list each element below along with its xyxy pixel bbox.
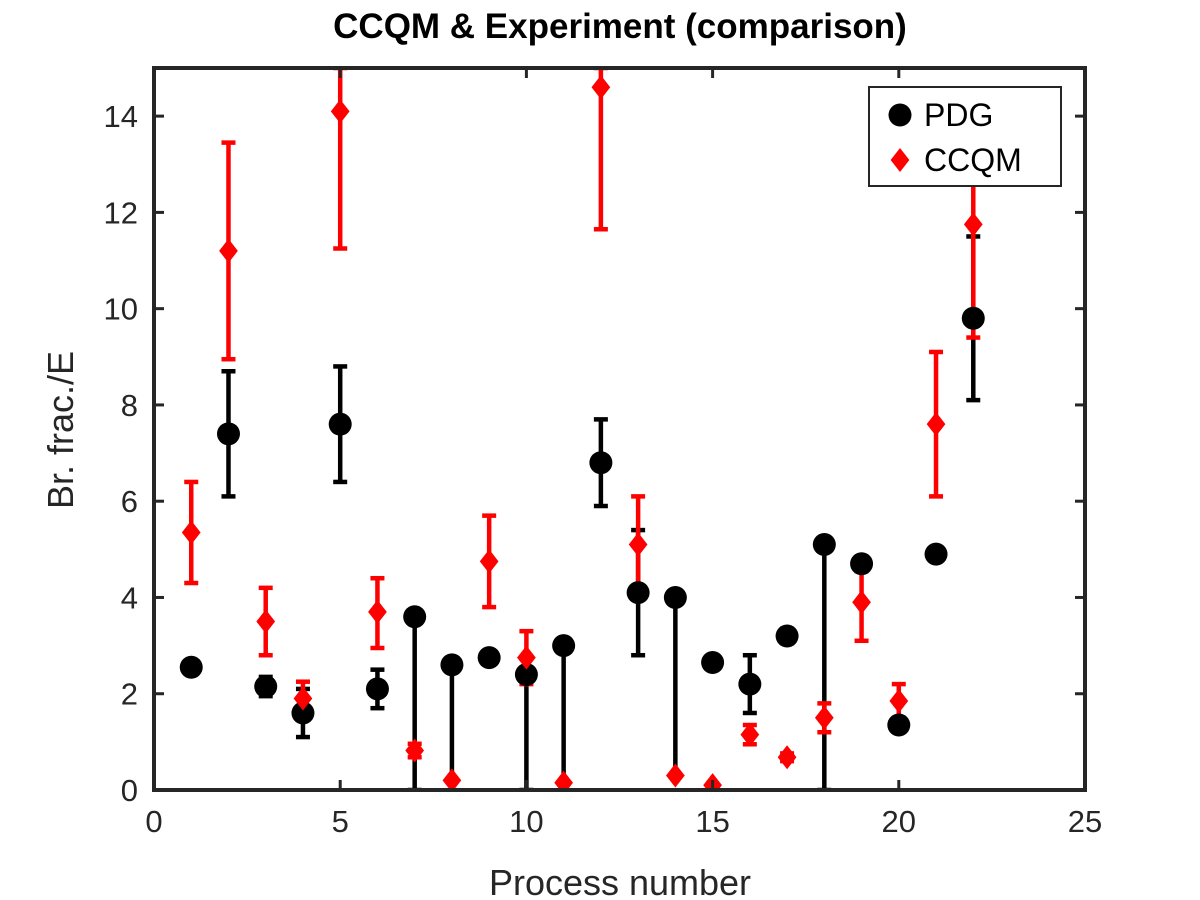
pdg-point: [663, 585, 687, 609]
pdg-point: [440, 653, 464, 677]
x-tick-label: 25: [1068, 804, 1102, 839]
x-tick-label: 0: [145, 804, 162, 839]
ccqm-point: [256, 609, 276, 634]
ccqm-point: [330, 99, 350, 124]
x-axis-label: Process number: [489, 862, 751, 900]
legend-label-pdg: PDG: [924, 97, 993, 133]
y-tick-label: 4: [121, 580, 138, 615]
ccqm-point: [666, 763, 685, 788]
ccqm-error-bar: [333, 68, 348, 251]
pdg-point: [626, 581, 650, 605]
pdg-point: [254, 675, 278, 699]
pdg-point: [328, 412, 352, 436]
ccqm-point: [405, 738, 425, 763]
ccqm-point: [293, 686, 313, 711]
y-tick-label: 10: [104, 292, 138, 327]
y-axis-label: Br. frac./E: [40, 351, 81, 509]
ccqm-point: [814, 705, 834, 730]
ccqm-point: [517, 645, 536, 670]
pdg-point: [775, 624, 799, 648]
pdg-point: [291, 701, 315, 725]
pdg-point: [738, 672, 762, 696]
pdg-point: [216, 422, 240, 446]
y-tick-label: 0: [121, 773, 138, 808]
x-tick-label: 20: [882, 804, 916, 839]
pdg-point: [961, 306, 985, 330]
y-tick-label: 8: [121, 388, 138, 423]
pdg-point: [924, 542, 948, 566]
ccqm-point: [852, 590, 871, 615]
pdg-point: [552, 634, 576, 658]
legend-marker-pdg: [888, 103, 912, 127]
pdg-point: [477, 646, 501, 670]
plot-background: [154, 68, 1085, 790]
ccqm-point: [591, 75, 611, 100]
legend-label-ccqm: CCQM: [924, 142, 1022, 178]
plot-area: [154, 68, 1085, 790]
y-tick-label: 2: [121, 677, 138, 712]
legend: PDG CCQM: [868, 86, 1062, 187]
ccqm-point: [628, 532, 648, 557]
y-tick-label: 14: [104, 99, 138, 134]
ccqm-point: [479, 549, 499, 574]
ccqm-point: [368, 599, 387, 624]
pdg-point: [179, 655, 203, 679]
pdg-point: [887, 713, 911, 737]
ccqm-point: [181, 520, 201, 545]
pdg-point: [403, 605, 427, 629]
ccqm-point: [926, 412, 946, 437]
ccqm-point: [963, 212, 983, 237]
axes: 0 5 10 15 20 25 0 2 4 6 8 10 12 14: [104, 66, 1102, 839]
ccqm-point: [777, 745, 797, 770]
ccqm-point: [554, 770, 573, 790]
ccqm-point: [740, 722, 760, 747]
plot-marks: [179, 68, 985, 790]
x-tick-label: 5: [332, 804, 349, 839]
ccqm-point: [889, 688, 909, 713]
ccqm-point: [442, 768, 462, 790]
pdg-point: [812, 533, 836, 557]
axes-box: [152, 66, 1087, 792]
pdg-point: [701, 650, 725, 674]
y-tick-label: 6: [121, 484, 138, 519]
x-tick-label: 10: [509, 804, 543, 839]
legend-marker-ccqm: [890, 148, 910, 172]
pdg-point: [514, 662, 538, 686]
x-tick-label: 15: [695, 804, 729, 839]
y-tick-label: 12: [104, 195, 138, 230]
pdg-point: [850, 552, 874, 576]
pdg-point: [365, 677, 389, 701]
chart-title: CCQM & Experiment (comparison): [333, 7, 907, 46]
ccqm-point: [219, 238, 238, 263]
pdg-point: [589, 451, 613, 475]
